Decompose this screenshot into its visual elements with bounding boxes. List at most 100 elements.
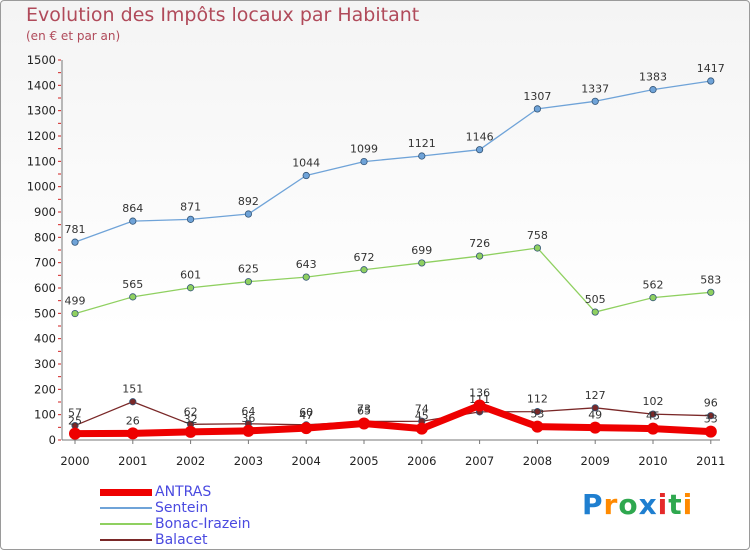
data-point [647, 422, 659, 435]
x-tick-label: 2003 [234, 454, 263, 468]
data-point [415, 422, 428, 435]
data-label: 96 [704, 397, 718, 410]
data-point [533, 244, 542, 252]
data-label: 151 [122, 383, 143, 396]
legend-label: Bonac-Irazein [155, 516, 251, 532]
x-tick-label: 2008 [523, 454, 552, 468]
data-label: 45 [415, 410, 429, 423]
data-label: 65 [357, 405, 371, 418]
x-tick-label: 2011 [696, 454, 725, 468]
x-tick-label: 2001 [118, 454, 147, 468]
logo-letter: t [668, 488, 683, 521]
legend-label: ANTRAS [155, 484, 212, 500]
y-tick-label: 600 [34, 281, 56, 295]
data-point [704, 425, 717, 438]
y-tick-label: 800 [34, 230, 56, 244]
data-label: 47 [299, 409, 313, 422]
data-point [129, 217, 137, 225]
data-label: 1383 [639, 71, 667, 84]
data-label: 565 [122, 278, 143, 291]
data-label: 57 [68, 407, 82, 420]
y-tick-label: 100 [34, 408, 56, 422]
y-tick-label: 1200 [27, 129, 56, 143]
y-tick-label: 1300 [27, 104, 56, 118]
data-label: 136 [469, 387, 490, 400]
data-label: 892 [238, 195, 259, 208]
data-label: 1146 [466, 131, 494, 144]
data-label: 601 [180, 269, 201, 282]
y-tick-label: 300 [34, 357, 56, 371]
data-label: 112 [527, 393, 548, 406]
data-label: 505 [585, 293, 606, 306]
data-point [649, 294, 657, 302]
legend-swatch [100, 523, 152, 525]
data-label: 36 [241, 412, 255, 425]
data-point [418, 259, 426, 267]
data-label: 73 [357, 403, 371, 416]
data-label: 102 [643, 395, 664, 408]
x-tick-label: 2005 [349, 454, 378, 468]
series-line-bonac-irazein [74, 247, 712, 315]
data-label: 864 [122, 202, 143, 215]
data-label: 1417 [697, 62, 725, 75]
legend-item: Sentein [100, 500, 251, 516]
data-label: 53 [530, 408, 544, 421]
y-tick-label: 900 [34, 205, 56, 219]
data-label: 562 [643, 279, 664, 292]
data-point [649, 86, 657, 94]
logo-letter: i [682, 488, 694, 521]
data-label: 1099 [350, 143, 378, 156]
data-point [300, 422, 313, 435]
data-label: 781 [65, 223, 86, 236]
data-point [69, 427, 81, 440]
data-label: 643 [296, 258, 317, 271]
logo-letter: x [638, 488, 658, 521]
data-point [184, 425, 197, 438]
data-label: 32 [184, 413, 198, 426]
data-point [358, 417, 370, 430]
logo-letter: r [603, 488, 619, 521]
data-label: 111 [469, 393, 490, 406]
data-point [707, 288, 715, 296]
x-tick-label: 2000 [60, 454, 89, 468]
data-label: 1337 [581, 82, 609, 95]
legend-swatch [100, 539, 152, 541]
data-label: 499 [65, 295, 86, 308]
data-point [591, 308, 599, 316]
chart-title: Evolution des Impôts locaux par Habitant [26, 4, 420, 26]
data-point [475, 146, 484, 154]
series-line-sentein [74, 80, 712, 243]
logo-letter: o [618, 488, 639, 521]
data-label: 1121 [408, 137, 436, 150]
data-label: 726 [469, 237, 490, 250]
data-point [591, 404, 599, 412]
series-line-balacet [74, 401, 712, 427]
y-tick-label: 1000 [27, 180, 56, 194]
data-point [533, 408, 542, 416]
data-label: 625 [238, 263, 259, 276]
data-label: 25 [68, 415, 82, 428]
data-label: 871 [180, 200, 201, 213]
y-tick-label: 0 [49, 433, 56, 447]
data-label: 62 [184, 405, 198, 418]
data-point [591, 97, 599, 105]
data-point [71, 238, 79, 246]
legend: ANTRAS Sentein Bonac-Irazein Balacet [100, 484, 251, 548]
series-line-antras [71, 402, 715, 438]
data-label: 64 [241, 405, 255, 418]
data-point [418, 152, 426, 160]
data-point [244, 278, 252, 286]
data-label: 74 [415, 402, 429, 415]
data-label: 45 [646, 410, 660, 423]
y-tick-label: 500 [34, 306, 56, 320]
data-point [302, 273, 310, 281]
data-point [475, 252, 484, 260]
data-point [707, 412, 715, 420]
data-label: 1044 [292, 157, 320, 170]
y-tick-label: 700 [34, 256, 56, 270]
y-tick-label: 1500 [27, 53, 56, 67]
data-point [707, 77, 715, 85]
x-tick-label: 2009 [581, 454, 610, 468]
data-label: 583 [700, 273, 721, 286]
